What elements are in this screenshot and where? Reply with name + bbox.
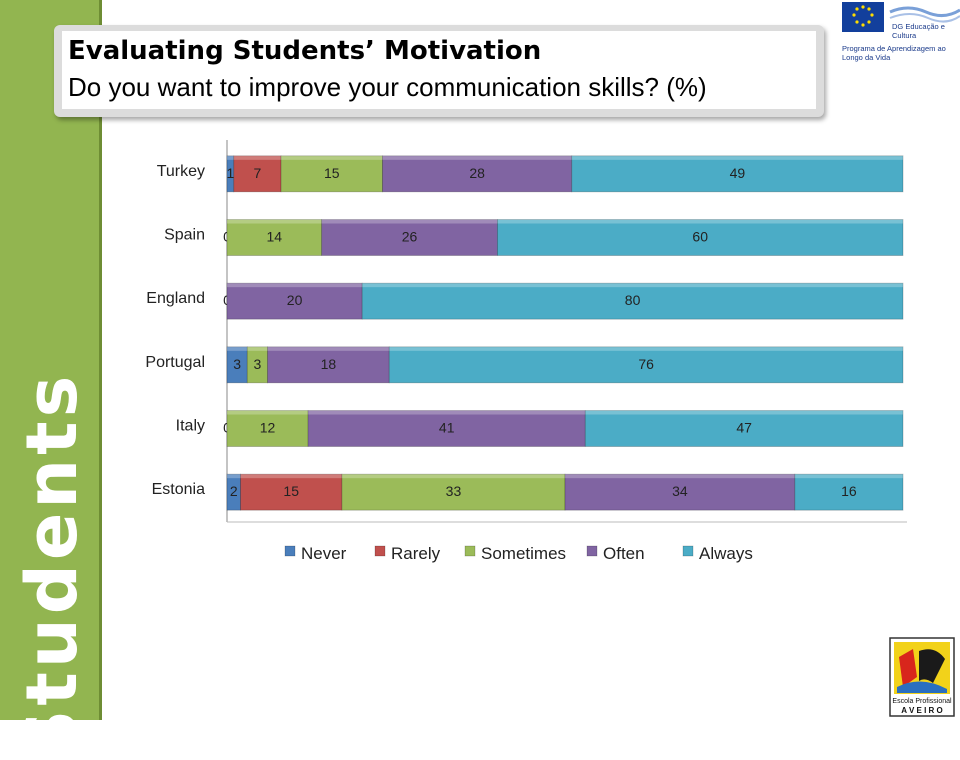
category-label: Italy	[176, 418, 205, 435]
bar-segment-highlight	[267, 346, 390, 351]
data-label: 12	[260, 420, 276, 436]
category-label: Estonia	[152, 481, 205, 498]
bar-segment-sometimes	[280, 155, 383, 193]
bar-segment-highlight	[571, 155, 903, 160]
bar-segment-highlight	[389, 346, 903, 351]
page-title: Evaluating Students’ Motivation	[68, 36, 542, 66]
bar-segment-highlight	[281, 155, 383, 160]
bar-segment-highlight	[585, 410, 903, 415]
sidebar: Students	[0, 0, 102, 760]
school-logo-city: A V E I R O	[901, 706, 943, 715]
bar-segment-rarely	[233, 155, 282, 193]
bar-segment-highlight	[247, 346, 268, 351]
data-label: 15	[283, 483, 299, 499]
bar-segment-highlight	[362, 283, 903, 288]
data-label: 49	[730, 165, 746, 181]
bar-segment-highlight	[227, 410, 309, 415]
data-label: 20	[287, 292, 303, 308]
legend-label: Always	[699, 544, 753, 563]
bar-segment-highlight	[382, 155, 572, 160]
data-label: 3	[233, 356, 241, 372]
legend-label: Often	[603, 544, 645, 563]
bar-segment-rarely	[240, 473, 343, 511]
data-label: 3	[254, 356, 262, 372]
legend-swatch	[586, 545, 598, 557]
bar-segment-always	[388, 346, 904, 384]
bar-segment-highlight	[240, 474, 342, 479]
bar-segment-highlight	[227, 219, 322, 224]
stacked-bar-chart: Turkey17152849Spain0142660England02080Po…	[145, 140, 907, 563]
category-label: England	[146, 290, 205, 307]
data-label: 18	[321, 356, 337, 372]
eu-program-text: DG Educação e Cultura Programa de Aprend…	[842, 22, 960, 62]
eu-text-line: DG Educação e Cultura	[892, 22, 945, 40]
legend-label: Sometimes	[481, 544, 566, 563]
data-label: 33	[446, 483, 462, 499]
eu-text-line: Programa de Aprendizagem ao	[842, 44, 946, 53]
bar-segment-highlight	[227, 155, 234, 160]
bar-segment-highlight	[308, 410, 586, 415]
bar-segment-always	[584, 410, 904, 447]
data-label: 16	[841, 483, 857, 499]
school-logo-name: Escola Profissional	[892, 698, 952, 705]
data-label: 15	[324, 165, 340, 181]
bar-segment-highlight	[227, 474, 241, 479]
legend-swatch	[682, 545, 694, 557]
data-label: 80	[625, 292, 641, 308]
bar-segment-often	[382, 155, 573, 193]
data-label: 2	[230, 483, 238, 499]
data-label: 60	[692, 229, 708, 245]
data-label: 1	[226, 165, 234, 181]
page-subtitle: Do you want to improve your communicatio…	[68, 72, 707, 102]
title-inner: Evaluating Students’ Motivation Do you w…	[62, 31, 816, 109]
bar-segment-sometimes	[341, 473, 566, 511]
school-logo: Escola Profissional A V E I R O	[889, 637, 955, 717]
bar-segment-highlight	[497, 219, 903, 224]
legend-label: Never	[301, 544, 347, 563]
data-label: 41	[439, 420, 455, 436]
data-label: 26	[402, 229, 418, 245]
bar-segment-always	[794, 473, 904, 511]
data-label: 47	[736, 420, 752, 436]
eu-program-logo	[842, 2, 960, 32]
bar-segment-highlight	[565, 474, 795, 479]
bar-segment-always	[571, 155, 904, 193]
data-label: 34	[672, 483, 688, 499]
bar-segment-highlight	[321, 219, 498, 224]
bar-segment-highlight	[341, 474, 565, 479]
bar-segment-often	[226, 282, 363, 320]
legend-swatch	[464, 545, 476, 557]
data-label: 7	[254, 165, 262, 181]
legend-swatch	[284, 545, 296, 557]
bar-segment-often	[564, 473, 796, 511]
data-label: 28	[469, 165, 485, 181]
bar-segment-highlight	[233, 155, 282, 160]
bar-segment-highlight	[794, 474, 903, 479]
category-label: Portugal	[145, 354, 205, 371]
bar-segment-always	[361, 282, 904, 320]
bar-segment-always	[496, 219, 904, 256]
bar-segment-highlight	[227, 283, 363, 288]
category-label: Spain	[164, 227, 205, 244]
bar-segment-highlight	[227, 346, 248, 351]
legend-label: Rarely	[391, 544, 441, 563]
data-label: 14	[267, 229, 283, 245]
legend-swatch	[374, 545, 386, 557]
title-box: Evaluating Students’ Motivation Do you w…	[54, 25, 824, 117]
category-label: Turkey	[157, 163, 205, 180]
data-label: 76	[638, 356, 654, 372]
bar-segment-often	[307, 410, 586, 447]
eu-text-line: Longo da Vida	[842, 53, 891, 62]
